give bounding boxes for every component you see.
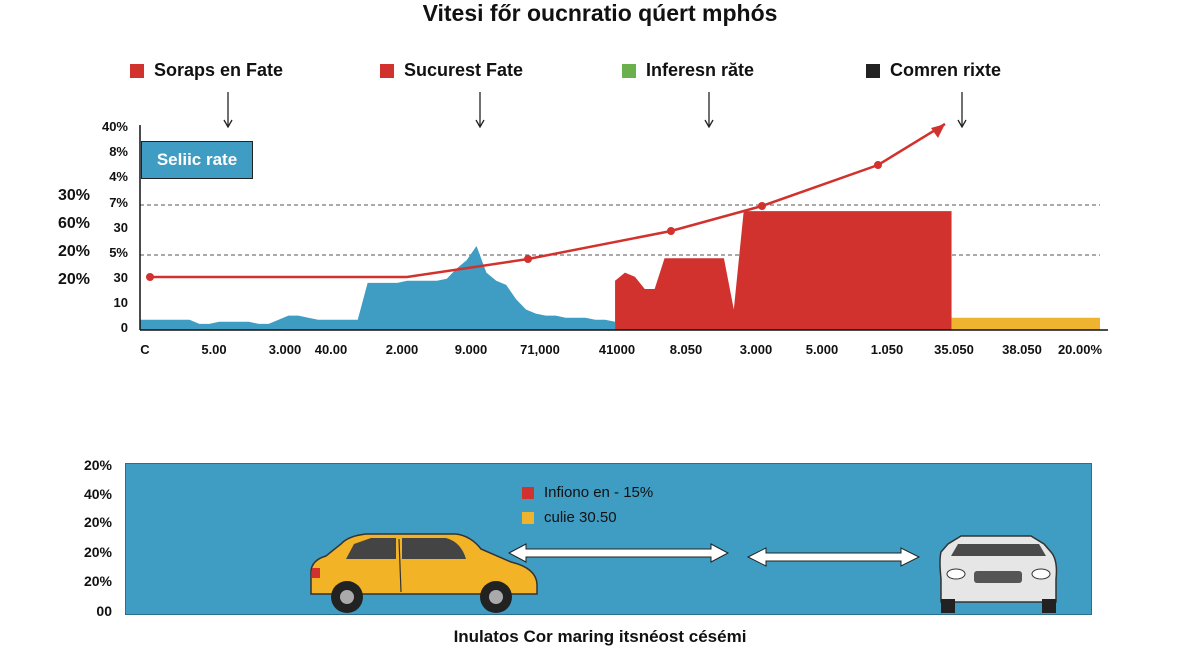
x-tick-label: 5.00 [201,342,227,357]
trend-point [524,255,532,263]
x-tick-label: 2.000 [385,342,419,357]
legend-label: Sucurest Fate [404,60,524,80]
x-tick-label: 38.050 [1002,342,1042,357]
y-tick-label: 7% [109,195,128,210]
x-tick-label: 8.050 [669,342,703,357]
x-tick-label: 71,000 [520,342,560,357]
legend-label: Comren rixte [890,60,1002,80]
x-tick-label: C [140,342,150,357]
x-tick-label: 3.000 [268,342,302,357]
trend-point [874,161,882,169]
area-red [615,211,952,330]
area-blue [140,245,616,330]
trend-point [758,202,766,210]
legend-item-soraps: Soraps en Fate [130,60,283,81]
white-car-icon [939,535,1058,613]
outer-y-tick-label: 30% [58,187,91,204]
panel-y-tick-label: 20% [83,514,112,530]
main-chart [139,92,1108,331]
y-tick-label: 4% [109,169,128,184]
y-tick-label: 30 [113,270,128,285]
trend-point [146,273,154,281]
legend-item-sucurest: Sucurest Fate [380,60,523,81]
legend-pointer-arrowhead [704,119,714,129]
panel-legend-yellow: culie 30.50 [522,509,617,526]
outer-y-tick-label: 20% [58,271,91,288]
x-tick-label: 35.050 [934,342,974,357]
legend-pointer-arrowhead [475,119,485,129]
outer-y-tick-label: 60% [58,215,91,232]
double-arrow-1 [507,543,730,563]
legend-item-comren: Comren rixte [866,60,1001,81]
x-tick-label: 40.00 [314,342,348,357]
legend-swatch [522,511,534,524]
x-tick-label: 9.000 [454,342,488,357]
y-tick-label: 0 [120,320,128,335]
y-tick-label: 8% [109,144,128,159]
comparison-panel: Infiono en - 15% culie 30.50 [125,463,1092,615]
legend-swatch [380,63,394,78]
inset-label: Seliic rate [141,141,253,179]
legend-item-inferesn: Inferesn răte [622,60,754,81]
legend-swatch [622,63,636,78]
y-tick-label: 40% [101,119,128,134]
panel-y-tick-label: 40% [83,486,112,502]
chart-title: Vitesi főr oucnratio qúert mphós [422,0,778,26]
legend-swatch [522,486,534,499]
trend-point [667,227,675,235]
y-tick-label: 5% [109,245,128,260]
legend-label: Inferesn răte [646,60,755,80]
x-tick-label: 3.000 [739,342,773,357]
panel-drawing [310,533,1058,613]
panel-y-tick-label: 20% [83,457,112,473]
trend-line [150,122,946,279]
panel-y-tick-label: 20% [83,544,112,560]
outer-y-tick-label: 20% [58,243,91,260]
y-tick-label: 10 [113,295,128,310]
x-tick-label: 20.00% [1057,342,1103,357]
x-tick-label: 5.000 [805,342,839,357]
legend-swatch [130,63,144,78]
x-tick-label: 41000 [598,342,636,357]
legend-pointer-arrowhead [957,119,967,129]
legend-label: culie 30.50 [544,509,617,526]
y-tick-label: 30 [113,220,128,235]
area-yellow [951,317,1100,330]
x-tick-label: 1.050 [870,342,904,357]
double-arrow-2 [746,547,921,567]
legend-label: Soraps en Fate [154,60,284,80]
panel-y-tick-label: 00 [96,603,112,619]
legend-swatch [866,63,880,78]
bottom-caption: Inulatos Cor maring itsnéost césémi [453,627,747,646]
yellow-car-icon [310,533,538,613]
legend-label: Infiono en - 15% [544,484,654,501]
legend-pointer-arrowhead [223,119,233,129]
panel-y-tick-label: 20% [83,573,112,589]
trend-arrowhead [931,124,945,138]
panel-legend-red: Infiono en - 15% [522,484,653,501]
